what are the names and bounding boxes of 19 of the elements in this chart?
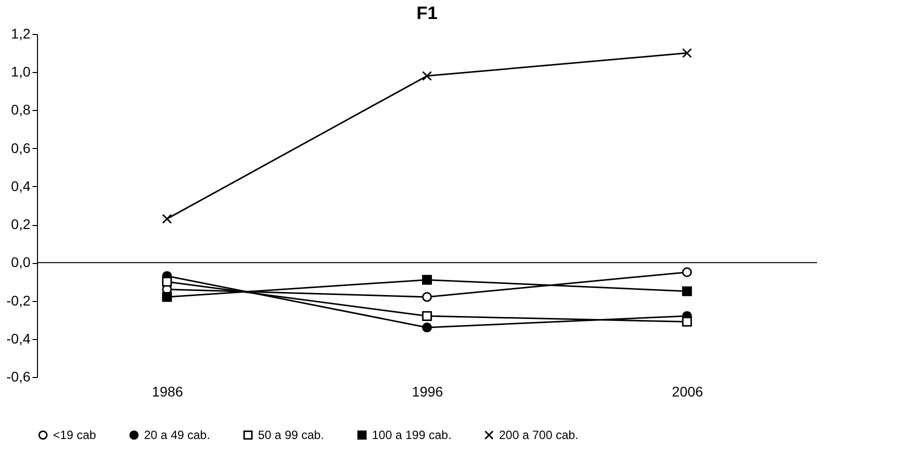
y-tick-label: -0,4 — [6, 330, 31, 346]
y-tick-label: -0,2 — [6, 292, 31, 308]
y-tick-label: 0,0 — [11, 254, 31, 270]
x-tick-label: 1996 — [412, 384, 444, 400]
y-tick-label: 0,2 — [11, 216, 31, 232]
legend-label: 20 a 49 cab. — [144, 428, 210, 442]
y-tick-label: 0,8 — [11, 102, 31, 118]
y-tick-label: 1,0 — [11, 64, 31, 80]
legend-label: <19 cab — [53, 428, 96, 442]
y-tick-label: 0,4 — [11, 178, 31, 194]
y-tick-label: -0,6 — [6, 368, 31, 384]
x-tick-label: 1986 — [152, 384, 184, 400]
x-tick-label: 2006 — [672, 384, 704, 400]
y-tick-label: 0,6 — [11, 140, 31, 156]
legend-label: 100 a 199 cab. — [372, 428, 452, 442]
legend-label: 50 a 99 cab. — [258, 428, 324, 442]
legend-label: 200 a 700 cab. — [499, 428, 578, 442]
y-tick-label: 1,2 — [11, 26, 31, 42]
chart-title: F1 — [416, 3, 438, 23]
